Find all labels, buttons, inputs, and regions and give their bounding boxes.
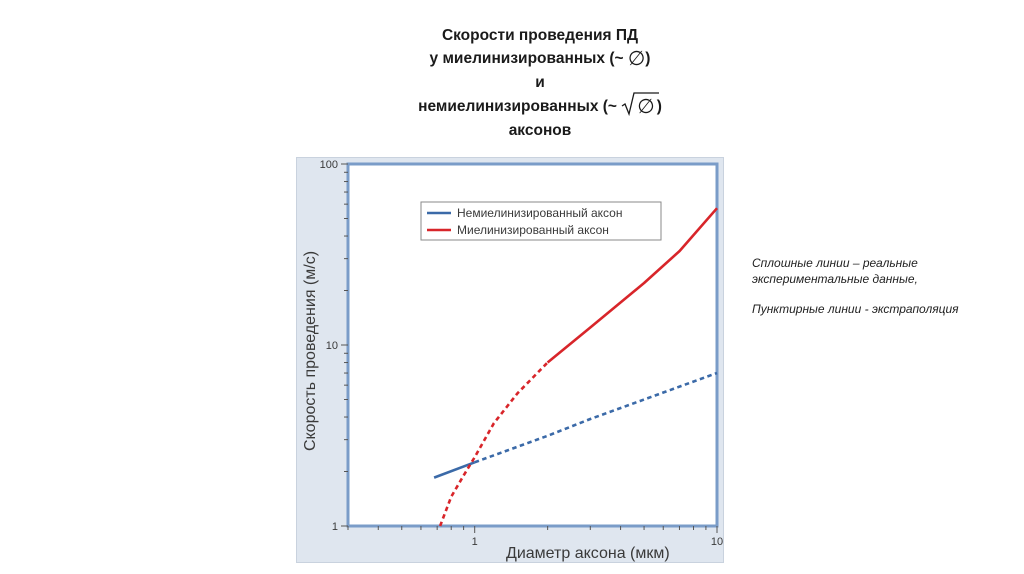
title-line-3: и [535,74,545,91]
title-line-2-prefix: у миелинизированных (~ [429,50,628,67]
title-line-4-suffix: ) [656,98,662,115]
x-axis-label: Диаметр аксона (мкм) [506,545,670,562]
series-line-myelinated-dashed [438,361,549,527]
title-line-4: немиелинизированных (~ ∅) [290,92,790,119]
x-tick-label: 1 [472,536,478,548]
legend-box [420,201,662,241]
x-tick-label: 10 [711,536,723,548]
y-tick-label: 10 [326,340,338,352]
radical-sign-icon [621,92,660,117]
title-line-5: аксонов [508,122,572,139]
note-solid-lines: Сплошные линии – реальные эксперименталь… [752,256,918,286]
chart-frame: 1 10 100 1 10 Диаметр аксона (мкм) Скорость пр… [296,157,724,563]
conduction-velocity-chart: 1 10 100 1 10 Диаметр аксона (мкм) Скорость пр… [302,159,723,562]
notes: Сплошные линии – реальные эксперименталь… [752,255,1012,317]
title-line-1: Скорости проведения ПД [441,27,639,44]
note-dashed-lines: Пунктирные линии - экстраполяция [752,302,959,316]
legend-label-unmyelinated: Немиелинизированный аксон [457,206,622,220]
series-line-unmyelinated-solid [433,461,476,479]
series-line-myelinated-solid [546,207,718,364]
y-axis-label: Скорость проведения (м/с) [302,251,319,451]
sqrt-diameter-symbol: ∅ [621,92,660,119]
title-line-2-suffix: ) [645,50,651,67]
slide-title: Скорости проведения ПД у миелинизированн… [290,24,790,142]
y-tick-label: 100 [320,159,338,171]
title-line-4-prefix: немиелинизированных (~ [418,98,622,115]
series-line-unmyelinated-dashed [474,371,718,464]
y-tick-label: 1 [332,521,338,533]
legend-label-myelinated: Миелинизированный аксон [457,223,609,237]
diameter-symbol: ∅ [627,48,646,70]
sqrt-inner-symbol: ∅ [637,96,655,118]
title-line-2: у миелинизированных (~ ∅) [290,47,790,71]
